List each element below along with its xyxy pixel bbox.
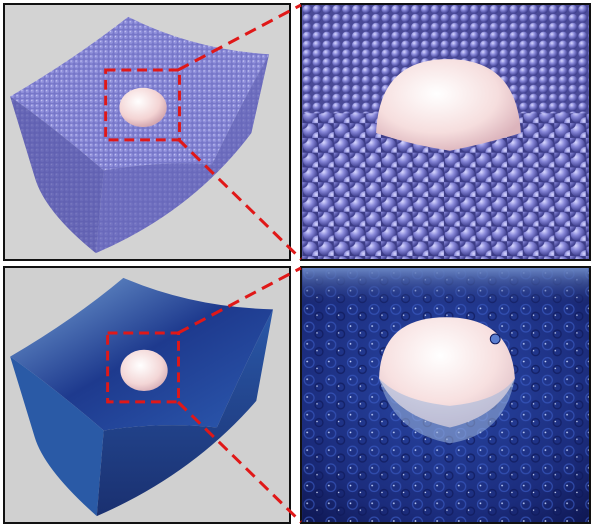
fluid-left-face <box>10 356 104 517</box>
panel-top-right <box>300 3 591 261</box>
embedded-sphere <box>119 87 167 128</box>
sphere-waterline <box>379 378 515 444</box>
fluid-zoom <box>302 268 589 522</box>
zoom-region-box <box>106 331 180 404</box>
fluid-right-face <box>96 309 274 517</box>
panel-bottom-left <box>3 266 291 524</box>
droplet <box>489 333 501 345</box>
panel-top-left <box>3 3 291 261</box>
granular-zoom <box>302 5 589 259</box>
embedded-sphere <box>120 349 168 392</box>
granular-box-overview <box>10 16 270 254</box>
fluid-box-overview <box>10 277 274 517</box>
panel-bottom-right <box>300 266 591 524</box>
zoomed-sphere <box>376 59 521 151</box>
zoom-region-box <box>104 68 181 142</box>
